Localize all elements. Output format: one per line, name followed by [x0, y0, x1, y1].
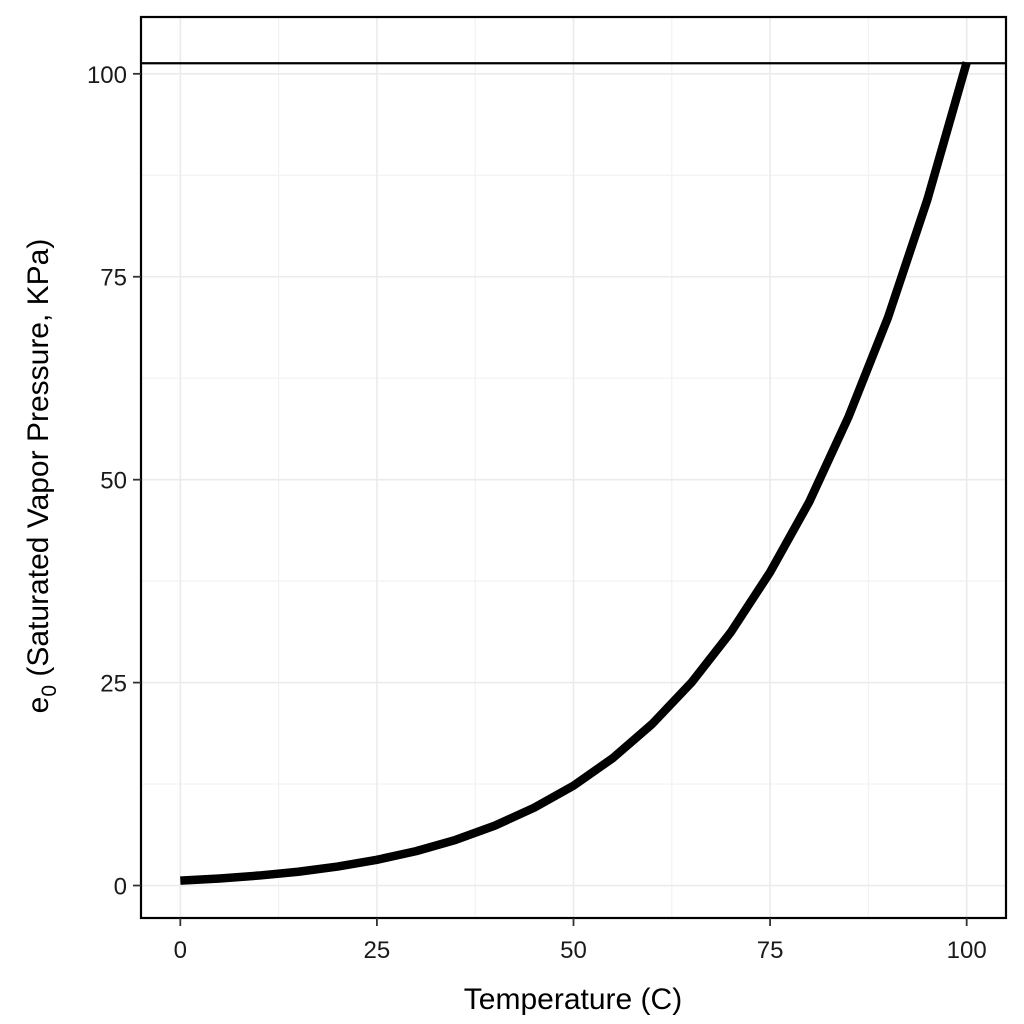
x-tick-label: 50	[560, 937, 587, 964]
x-axis-title: Temperature (C)	[464, 983, 682, 1016]
y-tick-label: 75	[100, 265, 127, 292]
y-axis-title-subscript: 0	[38, 685, 61, 697]
x-tick-label: 0	[174, 937, 187, 964]
x-tick-label: 25	[364, 937, 391, 964]
y-tick-label: 25	[100, 671, 127, 698]
y-axis-title-suffix: (Saturated Vapor Pressure, KPa)	[22, 239, 55, 685]
x-tick-label: 75	[757, 937, 784, 964]
x-tick-label: 100	[947, 937, 987, 964]
major-gridlines	[141, 17, 1006, 918]
y-axis-ticks: 0 25 50 75 100	[87, 62, 141, 901]
y-tick-label: 50	[100, 468, 127, 495]
y-axis-title: e0 (Saturated Vapor Pressure, KPa)	[22, 239, 61, 714]
y-tick-label: 0	[114, 874, 127, 901]
y-axis-title-prefix: e	[22, 697, 55, 714]
y-tick-label: 100	[87, 62, 127, 89]
series-line-0	[180, 61, 971, 885]
series-group	[180, 61, 971, 885]
x-axis-ticks: 0 25 50 75 100	[174, 918, 987, 964]
